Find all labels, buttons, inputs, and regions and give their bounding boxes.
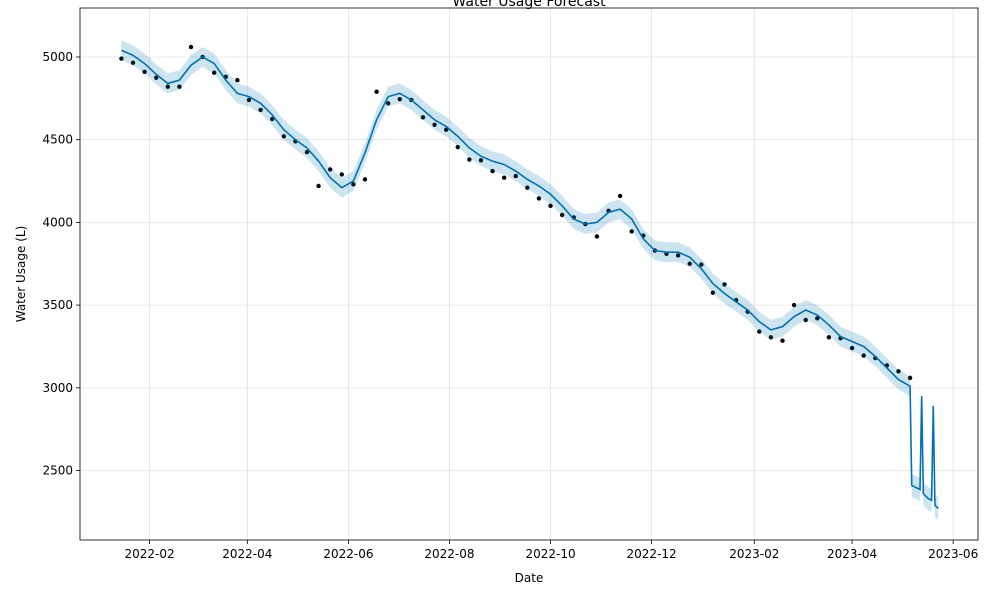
data-point xyxy=(432,122,437,127)
grid xyxy=(80,8,978,540)
x-tick-label: 2022-12 xyxy=(627,547,677,561)
data-point xyxy=(420,115,426,120)
x-tick-label: 2022-08 xyxy=(424,547,474,561)
data-point xyxy=(896,369,901,374)
data-point xyxy=(710,290,716,295)
y-tick-label: 5000 xyxy=(42,50,73,64)
forecast-line xyxy=(121,49,939,510)
data-point xyxy=(826,335,832,340)
data-point xyxy=(154,75,159,80)
data-point xyxy=(490,168,495,174)
data-point xyxy=(177,84,182,89)
data-point xyxy=(803,317,808,323)
y-tick-label: 4500 xyxy=(42,133,73,147)
data-point xyxy=(362,177,368,182)
plot-frame xyxy=(79,7,979,541)
data-point xyxy=(513,173,518,179)
data-point xyxy=(188,44,194,50)
data-point xyxy=(455,144,460,150)
data-point xyxy=(443,127,449,132)
data-point xyxy=(374,89,379,94)
y-tick-label: 3500 xyxy=(42,298,73,312)
data-point xyxy=(629,229,634,234)
data-point xyxy=(119,56,124,61)
data-point xyxy=(907,375,913,381)
chart-title: Water Usage Forecast xyxy=(452,0,606,10)
data-point xyxy=(258,107,263,113)
data-point xyxy=(501,175,507,180)
data-point xyxy=(351,182,356,187)
y-axis-label: Water Usage (L) xyxy=(14,226,28,323)
data-point xyxy=(316,183,321,189)
data-point xyxy=(246,97,252,103)
data-point xyxy=(130,60,136,65)
data-point xyxy=(687,261,692,266)
y-tick-label: 2500 xyxy=(42,464,73,478)
uncertainty-band xyxy=(121,40,939,521)
x-tick-label: 2023-04 xyxy=(827,547,877,561)
data-point xyxy=(849,345,855,351)
data-point xyxy=(281,134,286,139)
x-tick-label: 2023-06 xyxy=(928,547,978,561)
x-tick-label: 2023-02 xyxy=(729,547,779,561)
x-tick-label: 2022-06 xyxy=(323,547,373,561)
data-point xyxy=(385,101,391,106)
data-point xyxy=(397,96,402,102)
data-point xyxy=(559,212,565,218)
data-point xyxy=(235,77,240,83)
data-point xyxy=(525,185,530,190)
data-point xyxy=(722,282,727,287)
data-point xyxy=(548,203,553,209)
data-point xyxy=(339,172,344,177)
data-point xyxy=(304,149,310,155)
data-point xyxy=(617,193,623,199)
data-point xyxy=(675,253,681,258)
data-point xyxy=(327,167,333,172)
data-point xyxy=(768,335,774,340)
data-point xyxy=(699,262,704,267)
data-point xyxy=(791,302,797,308)
data-point xyxy=(815,316,820,321)
data-point xyxy=(861,353,866,358)
data-point xyxy=(165,84,171,89)
data-point xyxy=(594,234,600,239)
x-tick-label: 2022-02 xyxy=(125,547,175,561)
data-point xyxy=(478,158,484,163)
x-tick-label: 2022-10 xyxy=(525,547,575,561)
data-point xyxy=(757,329,762,334)
y-tick-label: 4000 xyxy=(42,215,73,229)
x-tick-label: 2022-04 xyxy=(222,547,272,561)
x-axis-label: Date xyxy=(515,571,544,585)
data-point xyxy=(780,338,785,343)
data-point xyxy=(467,157,472,162)
data-point xyxy=(212,70,217,75)
y-tick-label: 3000 xyxy=(42,381,73,395)
data-point xyxy=(269,116,275,122)
data-point xyxy=(142,69,147,75)
plot-data xyxy=(119,40,939,521)
data-point xyxy=(536,196,542,201)
